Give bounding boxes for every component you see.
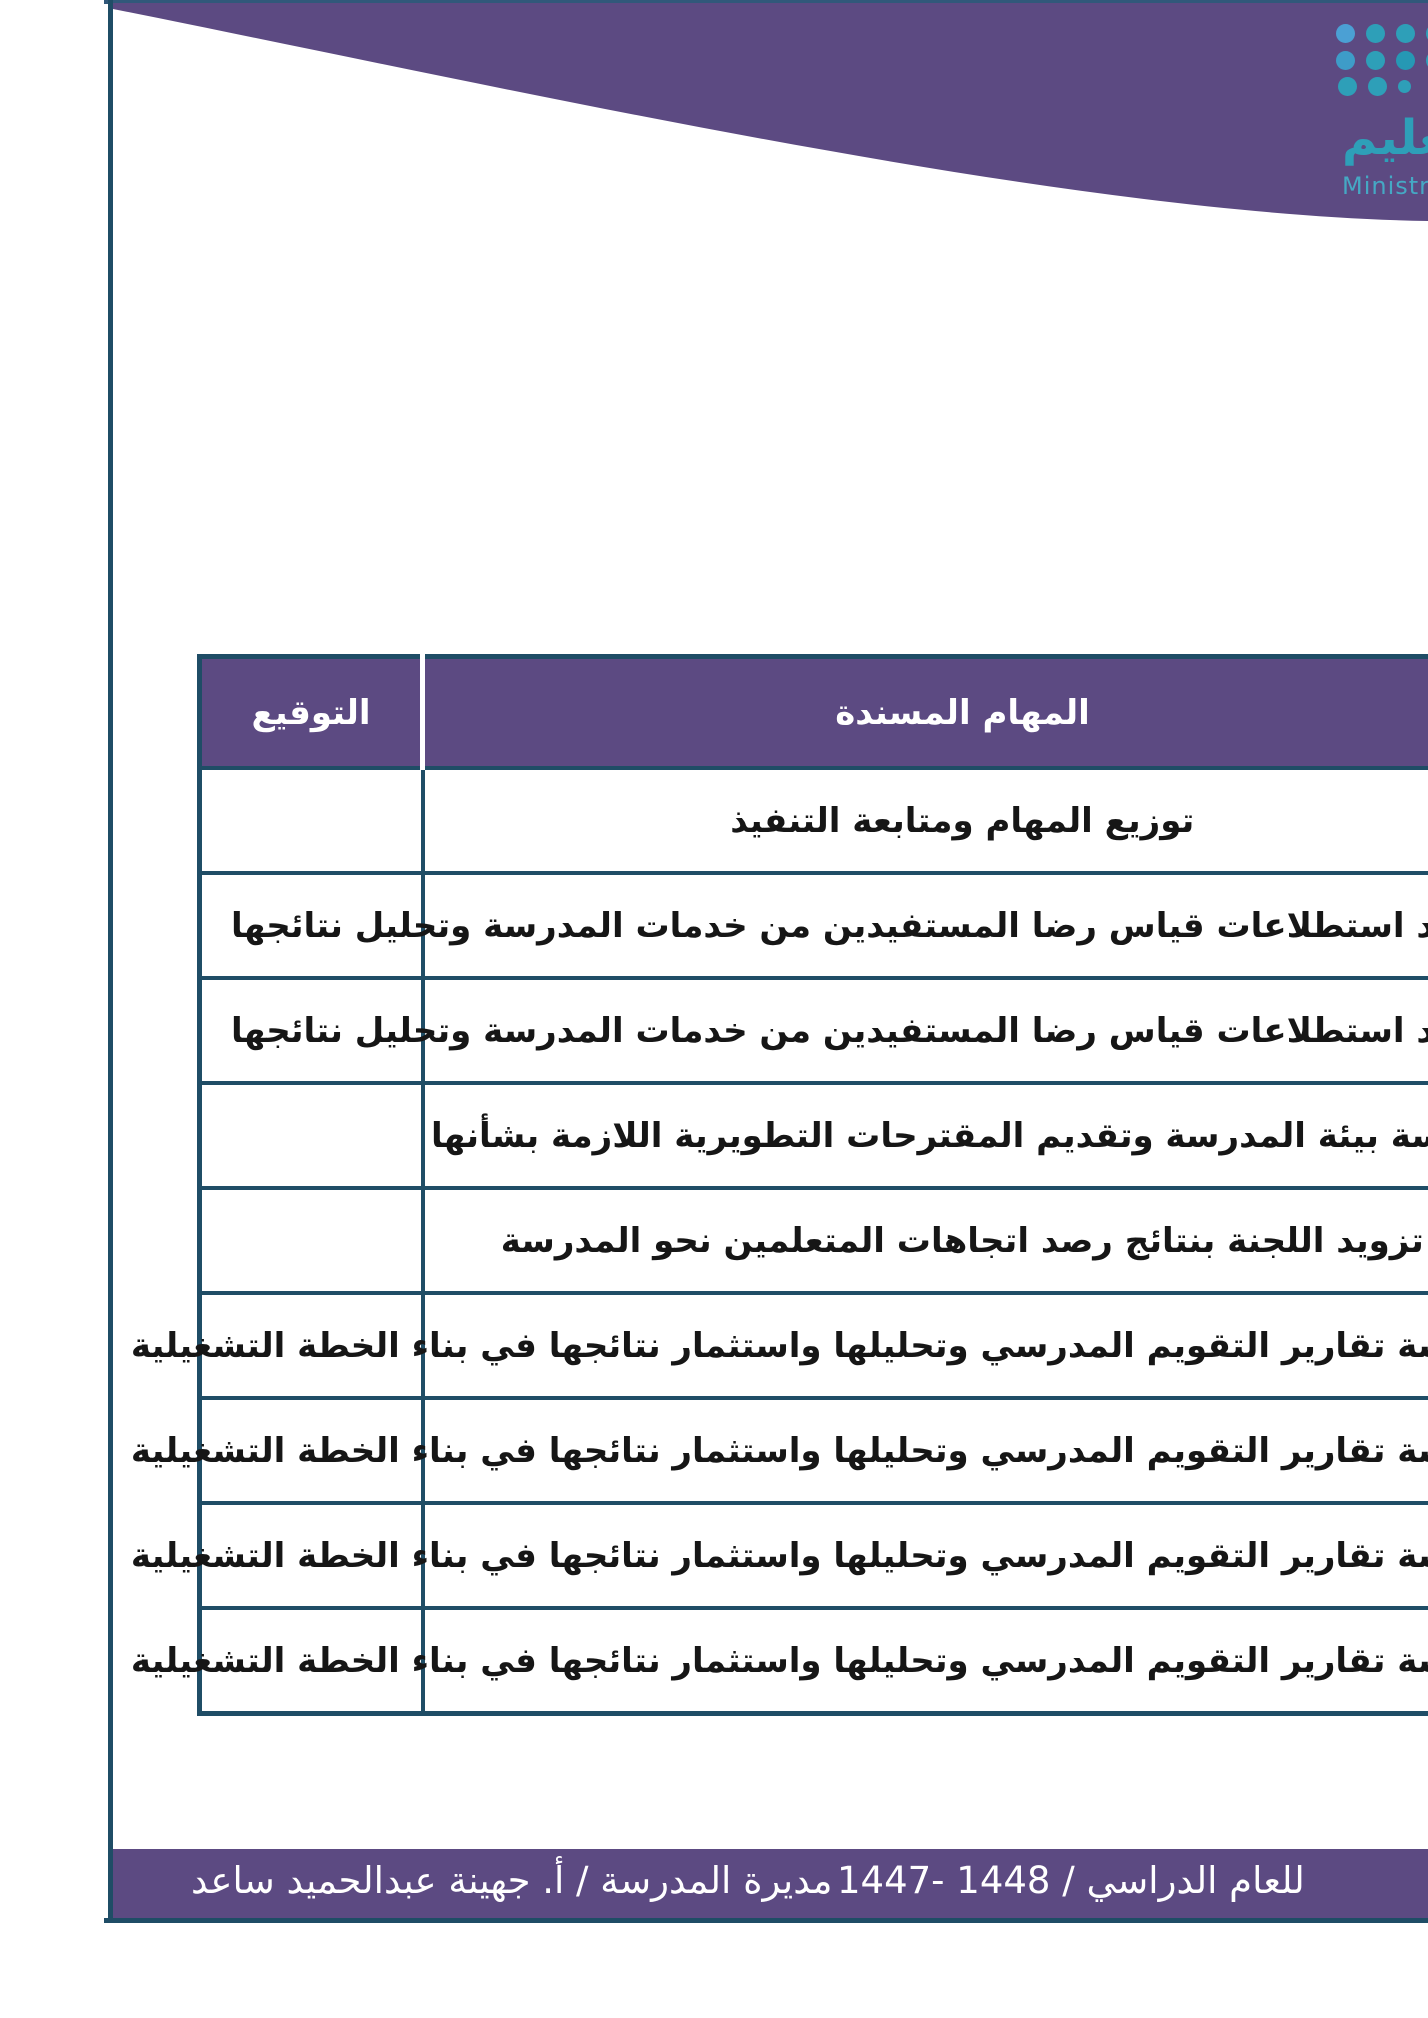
table-row: دراسة تقارير التقويم المدرسي وتحليلها وا… <box>131 1291 1428 1400</box>
task-cell: إعداد استطلاعات قياس رضا المستفيدين من خ… <box>231 871 1428 980</box>
logo-dot <box>1368 77 1387 96</box>
signature-cell <box>197 871 425 980</box>
table-row: توزيع المهام ومتابعة التنفيذ <box>197 766 1428 875</box>
signature-cell <box>197 1081 425 1190</box>
table-row: دراسة تقارير التقويم المدرسي وتحليلها وا… <box>131 1606 1428 1716</box>
logo-dot <box>1396 51 1415 70</box>
ministry-logo-dots <box>1338 77 1411 96</box>
signature-cell <box>197 1396 425 1505</box>
logo-dot <box>1336 24 1355 43</box>
task-cell: إعداد استطلاعات قياس رضا المستفيدين من خ… <box>231 976 1428 1085</box>
table-body: توزيع المهام ومتابعة التنفيذ إعداد استطلا… <box>131 766 1428 1716</box>
table-row: إعداد استطلاعات قياس رضا المستفيدين من خ… <box>197 976 1428 1085</box>
table-row: تزويد اللجنة بنتائج رصد اتجاهات المتعلمي… <box>197 1186 1428 1295</box>
column-header-tasks: المهام المسندة <box>420 654 1428 770</box>
task-cell: دراسة تقارير التقويم المدرسي وتحليلها وا… <box>131 1606 1428 1716</box>
table-row: إعداد استطلاعات قياس رضا المستفيدين من خ… <box>197 871 1428 980</box>
table-row: دراسة بيئة المدرسة وتقديم المقترحات التط… <box>197 1081 1428 1190</box>
logo-dot <box>1366 24 1385 43</box>
academic-year-text: للعام الدراسي / 1448 -1447 <box>837 1859 1305 1902</box>
signature-cell <box>197 1606 425 1716</box>
signature-cell <box>197 766 425 875</box>
logo-dot <box>1366 51 1385 70</box>
ministry-logo-dots <box>1336 24 1428 43</box>
signature-cell <box>197 976 425 1085</box>
logo-dot <box>1396 24 1415 43</box>
logo-dot <box>1336 51 1355 70</box>
table-row: دراسة تقارير التقويم المدرسي وتحليلها وا… <box>131 1501 1428 1610</box>
signature-cell <box>197 1291 425 1400</box>
ministry-logo: تعليم Ministry of Education <box>1330 14 1428 214</box>
logo-dot <box>1338 77 1357 96</box>
logo-dot <box>1426 24 1428 43</box>
assigned-tasks-table: المهام المسندة التوقيع توزيع المهام ومتا… <box>131 654 1428 1716</box>
task-cell: دراسة تقارير التقويم المدرسي وتحليلها وا… <box>131 1396 1428 1505</box>
page-left-border <box>108 0 113 1923</box>
page-top-border <box>104 0 1428 4</box>
principal-text: مديرة المدرسة / أ. جهينة عبدالحميد ساعد <box>191 1859 833 1902</box>
signature-cell <box>197 1501 425 1610</box>
ministry-logo-english-wordmark: Ministry of Education <box>1342 172 1428 200</box>
signature-cell <box>197 1186 425 1295</box>
header-swoosh <box>113 3 1428 225</box>
column-header-signature: التوقيع <box>197 654 425 770</box>
footer-bar: للعام الدراسي / 1448 -1447 مديرة المدرسة… <box>113 1849 1428 1918</box>
task-cell: توزيع المهام ومتابعة التنفيذ <box>420 766 1428 875</box>
task-cell: تزويد اللجنة بنتائج رصد اتجاهات المتعلمي… <box>420 1186 1428 1295</box>
table-row: دراسة تقارير التقويم المدرسي وتحليلها وا… <box>131 1396 1428 1505</box>
ministry-logo-arabic-wordmark: تعليم <box>1342 110 1428 166</box>
logo-dot <box>1398 80 1411 93</box>
task-cell: دراسة بيئة المدرسة وتقديم المقترحات التط… <box>420 1081 1428 1190</box>
table-header: المهام المسندة التوقيع <box>197 654 1428 770</box>
ministry-logo-dots <box>1336 51 1428 70</box>
task-cell: دراسة تقارير التقويم المدرسي وتحليلها وا… <box>131 1501 1428 1610</box>
table-header-row: المهام المسندة التوقيع <box>197 654 1428 770</box>
logo-dot <box>1426 51 1428 70</box>
footer-bottom-border <box>104 1918 1428 1923</box>
task-cell: دراسة تقارير التقويم المدرسي وتحليلها وا… <box>131 1291 1428 1400</box>
swoosh-shape <box>113 3 1428 221</box>
